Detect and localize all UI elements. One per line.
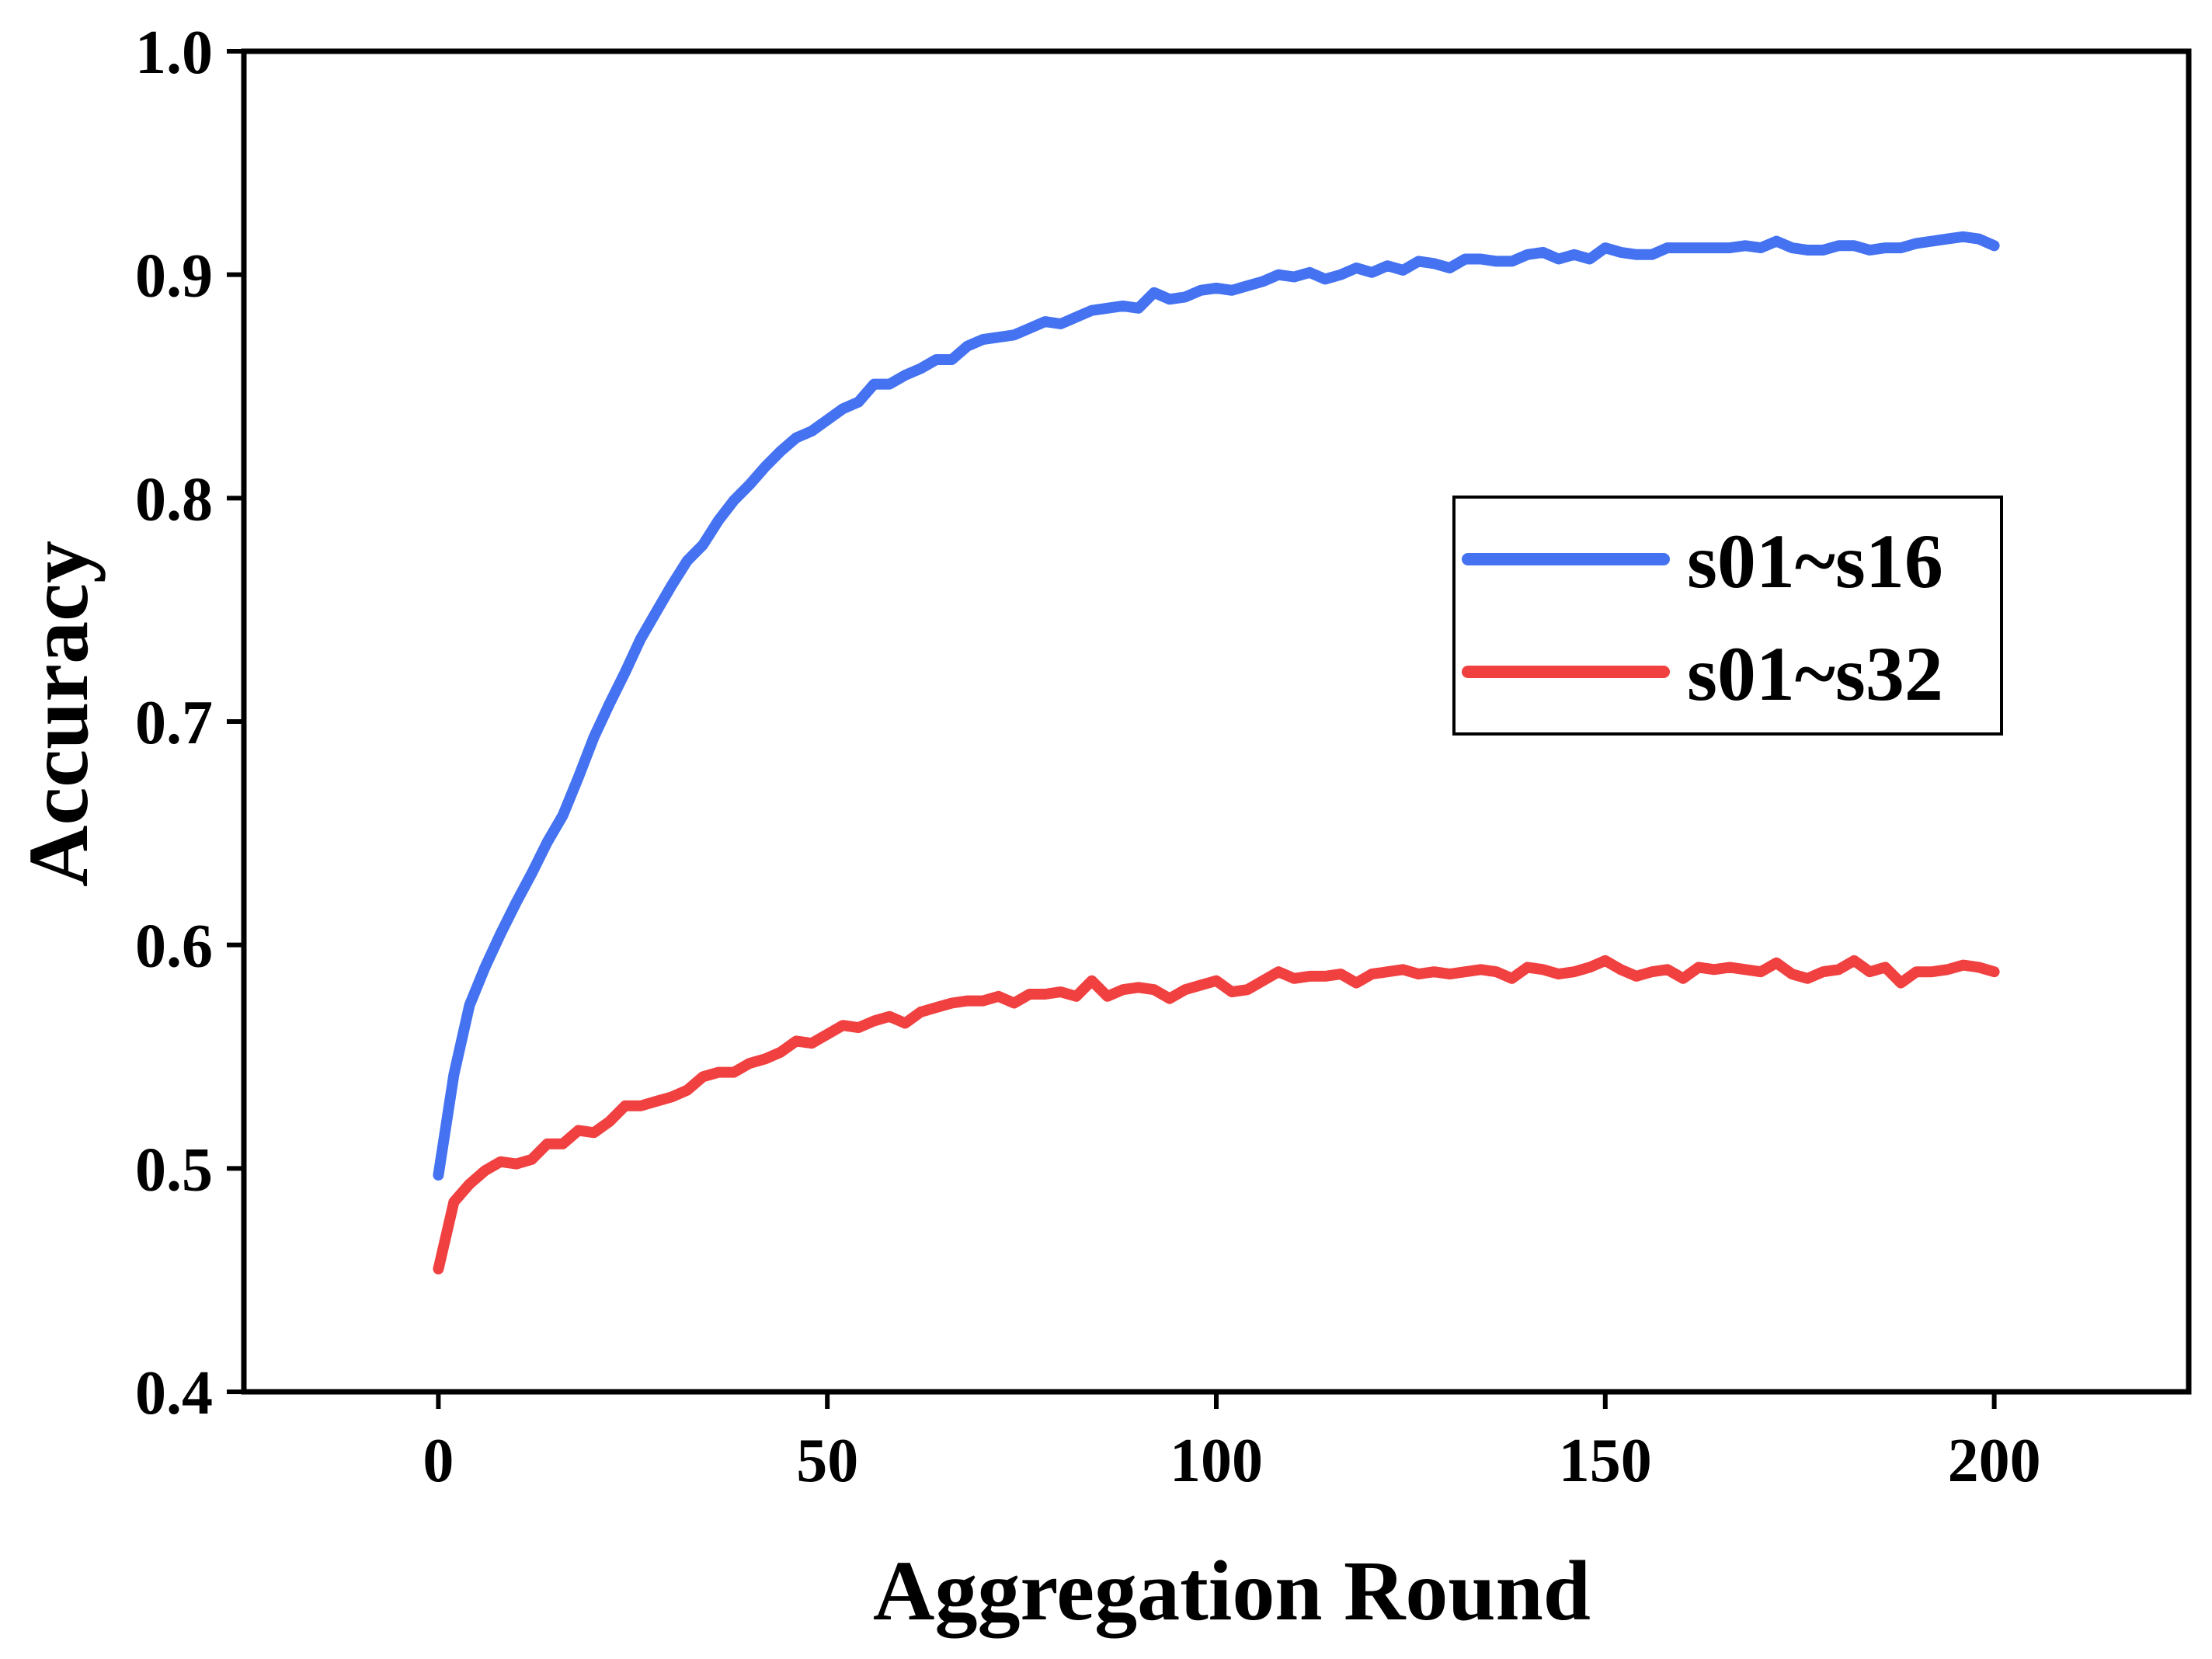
series-line-2 [433, 955, 2000, 1275]
x-axis-label: Aggregation Round [873, 1543, 1591, 1638]
x-tick-label: 50 [796, 1427, 858, 1495]
x-tick-label: 100 [1170, 1427, 1263, 1495]
y-tick-label: 0.4 [135, 1359, 213, 1428]
y-tick-label: 0.7 [135, 689, 213, 757]
legend: s01~s16 s01~s32 [1452, 496, 2003, 736]
series-line-1 [433, 231, 2000, 1181]
legend-label-1: s01~s16 [1687, 518, 1943, 604]
y-tick-label: 0.5 [135, 1136, 213, 1204]
x-axis: 0 50 100 150 200 [423, 1392, 2041, 1495]
x-tick-label: 150 [1559, 1427, 1652, 1495]
y-tick-label: 0.9 [135, 242, 213, 311]
legend-box [1452, 496, 2003, 736]
y-tick-label: 1.0 [135, 19, 213, 87]
x-tick-label: 0 [423, 1427, 454, 1495]
series-layer [433, 231, 2000, 1275]
y-tick-label: 0.8 [135, 465, 213, 534]
y-axis: 0.4 0.5 0.6 0.7 0.8 0.9 1.0 [135, 19, 244, 1428]
y-axis-label: Accuracy [11, 541, 106, 887]
y-tick-label: 0.6 [135, 913, 213, 981]
legend-label-2: s01~s32 [1687, 631, 1943, 717]
x-tick-label: 200 [1948, 1427, 2041, 1495]
